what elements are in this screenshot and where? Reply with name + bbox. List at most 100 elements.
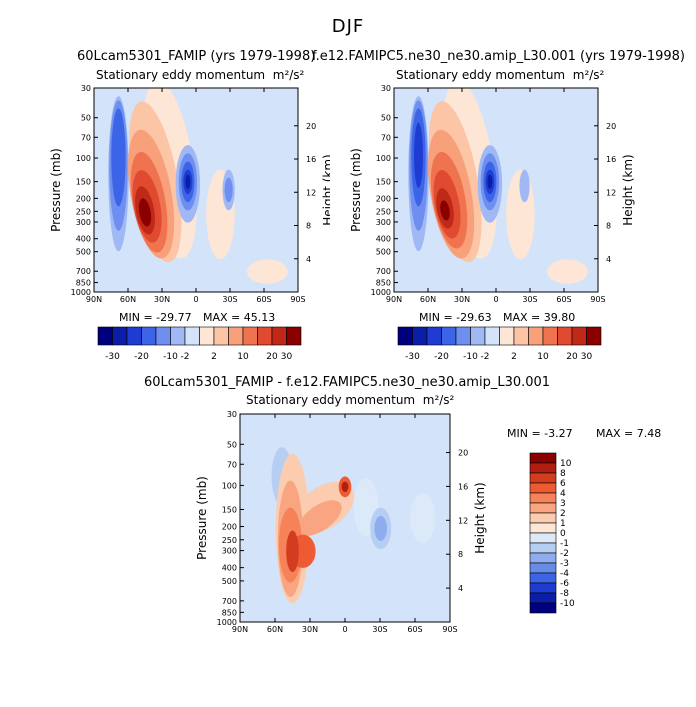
contour-fill-group	[96, 88, 288, 284]
x-tick-label: 90N	[386, 295, 402, 304]
left-colorbar: -30 -20 -10 -2 2 10 20 30	[97, 326, 302, 362]
colorbar-swatch	[184, 326, 200, 346]
contour-region	[440, 200, 450, 221]
colorbar-swatch	[97, 326, 113, 346]
colorbar-swatch	[557, 326, 573, 346]
colorbar-swatch	[529, 562, 557, 574]
colorbar-label: 30	[281, 352, 293, 362]
colorbar-label: 10	[560, 459, 572, 469]
colorbar-swatch	[529, 542, 557, 554]
x-tick-label: 60S	[556, 295, 571, 304]
right-variable-label: Stationary eddy momentum	[396, 68, 566, 82]
right-tick-label: 12	[306, 188, 316, 197]
colorbar-swatch	[271, 326, 287, 346]
y-tick-label: 700	[76, 267, 91, 276]
colorbar-label: -20	[134, 352, 149, 362]
colorbar-swatch	[513, 326, 529, 346]
y-tick-label: 1000	[217, 618, 237, 627]
diff-variable-label: Stationary eddy momentum	[246, 393, 416, 407]
colorbar-label: 30	[581, 352, 593, 362]
x-tick-label: 60N	[267, 625, 283, 634]
contour-region	[224, 177, 233, 203]
colorbar-label: -30	[405, 352, 420, 362]
contour-region	[410, 493, 436, 543]
colorbar-swatch	[228, 326, 244, 346]
y-tick-label: 200	[76, 194, 91, 203]
x-tick-label: 30S	[372, 625, 387, 634]
right-tick-label: 12	[458, 516, 468, 525]
diff-units-label: m²/s²	[422, 393, 455, 407]
right-tick-label: 8	[306, 222, 311, 231]
y-tick-label: 250	[376, 207, 391, 216]
colorbar-swatch	[170, 326, 186, 346]
colorbar-swatch	[529, 572, 557, 584]
contour-fill-group	[271, 447, 436, 604]
x-tick-label: 90S	[590, 295, 605, 304]
x-tick-label: 0	[342, 625, 347, 634]
colorbar-label: -10	[560, 599, 575, 609]
contour-fill-group	[396, 88, 588, 284]
colorbar-label: 10	[537, 352, 549, 362]
y-tick-label: 850	[376, 279, 391, 288]
y-tick-label: 400	[222, 564, 237, 573]
y-tick-label: 300	[76, 218, 91, 227]
colorbar-swatch	[155, 326, 171, 346]
colorbar-swatch	[397, 326, 413, 346]
x-tick-label: 60S	[256, 295, 271, 304]
colorbar-swatch	[286, 326, 302, 346]
colorbar-label: -2	[560, 549, 569, 559]
colorbar-swatch	[499, 326, 515, 346]
diff-case-title: 60Lcam5301_FAMIP - f.e12.FAMIPC5.ne30_ne…	[144, 375, 551, 390]
colorbar-label: -6	[560, 579, 569, 589]
y-tick-label: 700	[376, 267, 391, 276]
right-tick-label: 8	[458, 550, 463, 559]
y-tick-label: 70	[381, 133, 391, 142]
colorbar-swatch	[528, 326, 544, 346]
right-units-label: m²/s²	[572, 68, 605, 82]
colorbar-label: 10	[237, 352, 249, 362]
contour-region	[297, 500, 342, 536]
y-tick-label: 700	[222, 597, 237, 606]
x-tick-label: 30S	[222, 295, 237, 304]
colorbar-label: 6	[560, 479, 566, 489]
right-tick-label: 20	[306, 122, 316, 131]
colorbar-swatch	[586, 326, 602, 346]
left-min-label: MIN = -29.77	[119, 311, 192, 324]
x-tick-label: 30N	[302, 625, 318, 634]
y-tick-label: 30	[227, 410, 237, 419]
colorbar-swatch	[571, 326, 587, 346]
contour-region	[374, 515, 387, 541]
colorbar-swatch	[199, 326, 215, 346]
colorbar-label: 20	[266, 352, 278, 362]
right-max-label: MAX = 39.80	[503, 311, 576, 324]
colorbar-swatch	[529, 482, 557, 494]
y-tick-label: 30	[81, 84, 91, 93]
colorbar-swatch	[141, 326, 157, 346]
right-axis-label: Height (km)	[473, 482, 487, 553]
colorbar-label: 3	[560, 499, 566, 509]
y-tick-label: 500	[222, 577, 237, 586]
right-tick-label: 16	[606, 155, 616, 164]
right-tick-label: 20	[458, 449, 468, 458]
colorbar-swatch	[529, 502, 557, 514]
colorbar-swatch	[455, 326, 471, 346]
contour-region	[138, 198, 152, 227]
colorbar-label: 1	[560, 519, 566, 529]
diff-max-label: MAX = 7.48	[596, 427, 662, 440]
colorbar-label: -10	[463, 352, 478, 362]
y-tick-label: 50	[381, 114, 391, 123]
colorbar-label: -3	[560, 559, 569, 569]
colorbar-label: 20	[566, 352, 578, 362]
contour-region	[547, 259, 588, 284]
colorbar-label: 2	[560, 509, 566, 519]
y-tick-label: 400	[376, 235, 391, 244]
right-axis-label: Height (km)	[621, 154, 635, 225]
contour-region	[286, 530, 299, 573]
right-tick-label: 8	[606, 222, 611, 231]
x-tick-label: 90N	[232, 625, 248, 634]
colorbar-swatch	[529, 602, 557, 614]
x-tick-label: 90S	[442, 625, 457, 634]
left-contour-plot: 90N 60N 30N 0 30S 60S 90S 30 50 70 100 150 200 250 300…	[49, 84, 330, 304]
y-tick-label: 150	[222, 505, 237, 514]
right-tick-label: 12	[606, 188, 616, 197]
